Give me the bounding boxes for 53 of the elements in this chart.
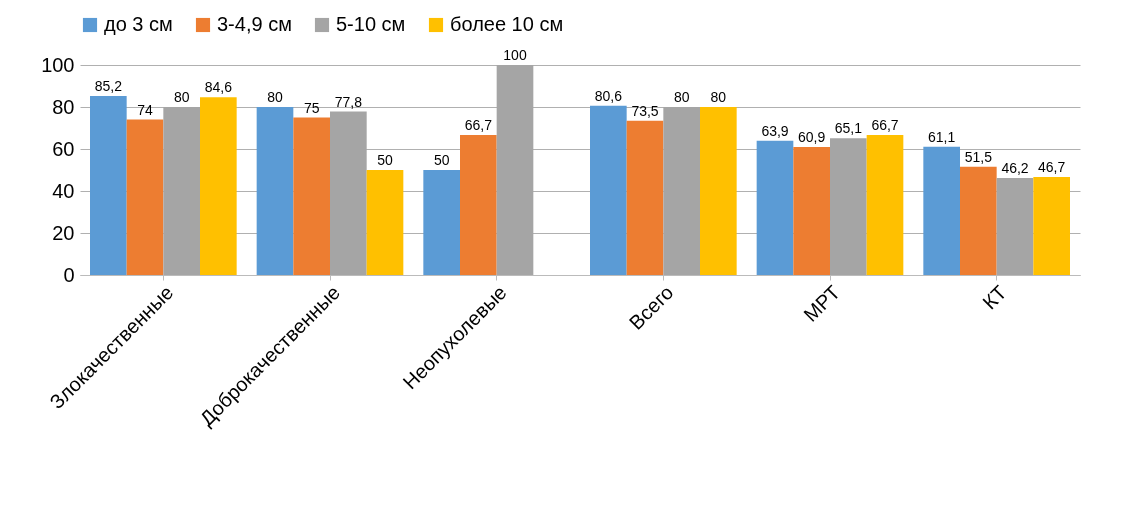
y-tick-label: 0 xyxy=(63,263,75,286)
bar xyxy=(256,107,294,275)
bar xyxy=(756,140,794,275)
data-label: 63,9 xyxy=(761,122,789,139)
bar xyxy=(830,138,867,275)
data-label: 50 xyxy=(433,152,450,168)
data-label: 46,2 xyxy=(1001,159,1029,176)
data-label: 100 xyxy=(503,47,527,63)
bar xyxy=(700,107,737,275)
data-label: 73,5 xyxy=(631,102,659,119)
legend-label: более 10 см xyxy=(450,13,564,35)
data-label: 85,2 xyxy=(94,78,123,95)
data-label: 50 xyxy=(377,152,393,168)
data-label: 74 xyxy=(137,101,153,118)
bar xyxy=(460,134,497,275)
data-label: 65,1 xyxy=(834,120,863,137)
y-tick-label: 20 xyxy=(52,221,75,244)
data-label: 60,9 xyxy=(798,129,826,146)
data-label: 77,8 xyxy=(334,93,363,110)
data-label: 80 xyxy=(673,89,690,105)
y-tick-label: 60 xyxy=(52,137,75,160)
y-tick-label: 100 xyxy=(41,53,75,76)
legend-label: до 3 см xyxy=(104,13,173,35)
bar xyxy=(423,170,460,275)
data-label: 80,6 xyxy=(594,87,623,104)
bar xyxy=(366,170,404,275)
bar xyxy=(200,97,237,275)
bar xyxy=(866,134,904,275)
data-label: 61,1 xyxy=(928,128,956,145)
bar xyxy=(960,166,997,275)
y-tick-label: 80 xyxy=(52,95,75,118)
bar xyxy=(590,105,627,275)
y-tick-label: 40 xyxy=(52,179,75,202)
data-label: 84,6 xyxy=(204,79,233,96)
data-label: 66,7 xyxy=(871,116,899,133)
bar xyxy=(793,147,830,275)
legend-label: 3-4,9 см xyxy=(217,13,292,35)
data-label: 66,7 xyxy=(464,116,493,133)
bar xyxy=(923,146,960,275)
data-label: 75 xyxy=(303,99,320,116)
bar xyxy=(1033,176,1070,275)
data-label: 80 xyxy=(267,89,283,105)
bar xyxy=(996,177,1034,275)
data-label: 80 xyxy=(173,89,190,105)
data-label: 80 xyxy=(710,89,727,105)
x-tick-label: КТ xyxy=(978,281,1011,314)
data-label: 51,5 xyxy=(964,148,993,165)
bar xyxy=(626,120,664,275)
bar xyxy=(293,117,330,275)
data-label: 46,7 xyxy=(1038,158,1066,175)
legend-label: 5-10 см xyxy=(336,13,406,35)
bar xyxy=(126,119,164,275)
bar xyxy=(90,96,127,275)
